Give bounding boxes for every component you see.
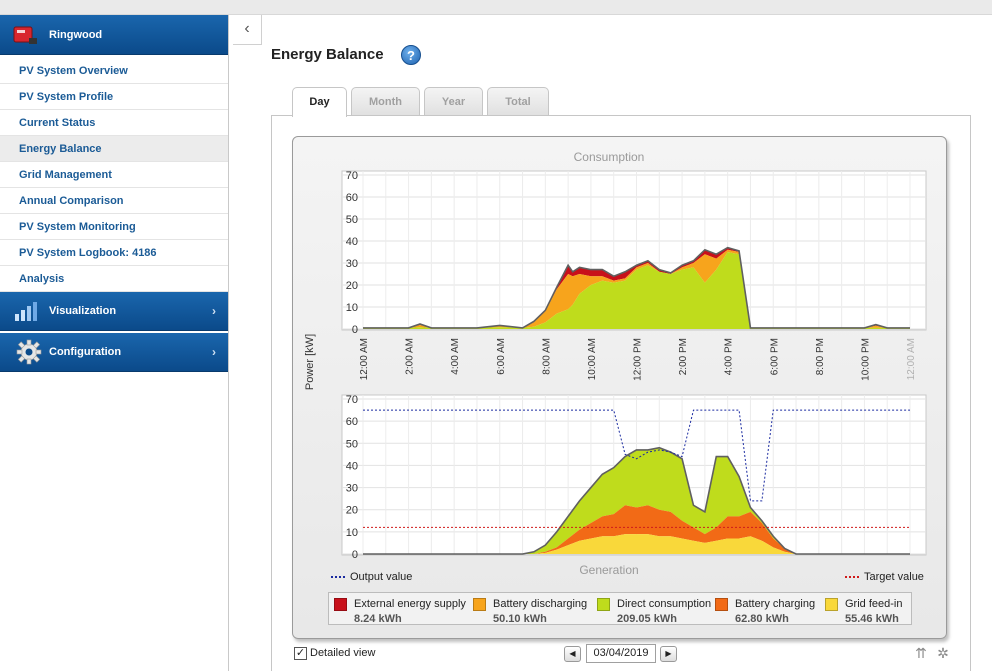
sidebar: Ringwood PV System Overview PV System Pro…	[0, 15, 229, 671]
legend-swatch	[597, 598, 610, 611]
legend-item[interactable]: Direct consumption 209.05 kWh	[597, 596, 717, 625]
legend-name: Grid feed-in	[845, 598, 903, 610]
bar-chart-icon	[15, 302, 37, 321]
next-day-button[interactable]: ▶	[660, 646, 677, 662]
sidebar-item-analysis[interactable]: Analysis	[0, 266, 228, 292]
page-title: Energy Balance	[271, 46, 384, 63]
sidebar-item-grid-management[interactable]: Grid Management	[0, 162, 228, 188]
legend-value: 209.05 kWh	[617, 613, 677, 625]
dotted-line-icon	[845, 576, 859, 579]
tab-content	[271, 115, 971, 671]
legend-name: Battery discharging	[493, 598, 588, 610]
tab-day[interactable]: Day	[292, 87, 347, 117]
settings-gear-icon[interactable]: ✲	[937, 645, 949, 661]
sidebar-item-energy-balance[interactable]: Energy Balance	[0, 136, 228, 162]
gear-icon	[16, 339, 42, 365]
legend-item[interactable]: Grid feed-in 55.46 kWh	[825, 596, 911, 625]
detailed-view-label: Detailed view	[310, 647, 376, 659]
output-value-label: Output value	[350, 571, 413, 583]
legend-value: 55.46 kWh	[845, 613, 899, 625]
plant-header[interactable]: Ringwood	[0, 15, 228, 55]
detailed-view-checkbox[interactable]: ✓	[294, 647, 307, 660]
sidebar-item-annual-comparison[interactable]: Annual Comparison	[0, 188, 228, 214]
target-value-label: Target value	[864, 571, 924, 583]
configuration-menu[interactable]: Configuration ›	[0, 333, 228, 372]
configuration-label: Configuration	[49, 346, 122, 358]
legend-swatch	[825, 598, 838, 611]
plant-name: Ringwood	[49, 28, 103, 41]
top-bar	[0, 0, 992, 15]
legend-value: 8.24 kWh	[354, 613, 402, 625]
output-value-legend: Output value	[331, 571, 412, 583]
tab-month[interactable]: Month	[351, 87, 420, 116]
legend-name: Direct consumption	[617, 598, 712, 610]
previous-day-button[interactable]: ◀	[564, 646, 581, 662]
legend-item[interactable]: Battery discharging 50.10 kWh	[473, 596, 593, 625]
collapse-sidebar-button[interactable]: ‹	[233, 15, 262, 45]
legend-name: Battery charging	[735, 598, 816, 610]
sidebar-item-pv-system-overview[interactable]: PV System Overview	[0, 58, 228, 84]
legend-swatch	[473, 598, 486, 611]
sidebar-item-pv-system-monitoring[interactable]: PV System Monitoring	[0, 214, 228, 240]
legend-value: 62.80 kWh	[735, 613, 789, 625]
visualization-label: Visualization	[49, 305, 117, 317]
legend-swatch	[334, 598, 347, 611]
tab-year[interactable]: Year	[424, 87, 483, 116]
visualization-menu[interactable]: Visualization ›	[0, 292, 228, 331]
triangle-right-icon: ▶	[665, 649, 672, 658]
energy-legend: External energy supply 8.24 kWh Battery …	[328, 592, 912, 625]
legend-value: 50.10 kWh	[493, 613, 547, 625]
export-icon[interactable]: ⇈	[915, 645, 927, 661]
chevron-right-icon: ›	[212, 304, 216, 318]
inverter-icon	[13, 26, 37, 44]
sidebar-item-pv-system-logbook-4186[interactable]: PV System Logbook: 4186	[0, 240, 228, 266]
chevron-left-icon: ‹	[244, 20, 250, 37]
triangle-left-icon: ◀	[569, 649, 576, 658]
date-input[interactable]: 03/04/2019	[586, 644, 656, 663]
sidebar-item-pv-system-profile[interactable]: PV System Profile	[0, 84, 228, 110]
sidebar-item-current-status[interactable]: Current Status	[0, 110, 228, 136]
legend-swatch	[715, 598, 728, 611]
chart-panel	[292, 136, 947, 639]
legend-item[interactable]: External energy supply 8.24 kWh	[334, 596, 474, 625]
target-value-legend: Target value	[845, 571, 924, 583]
chevron-right-icon: ›	[212, 345, 216, 359]
tab-total[interactable]: Total	[487, 87, 549, 116]
legend-item[interactable]: Battery charging 62.80 kWh	[715, 596, 825, 625]
dotted-line-icon	[331, 576, 345, 579]
legend-name: External energy supply	[354, 598, 466, 610]
help-icon[interactable]: ?	[401, 45, 421, 65]
